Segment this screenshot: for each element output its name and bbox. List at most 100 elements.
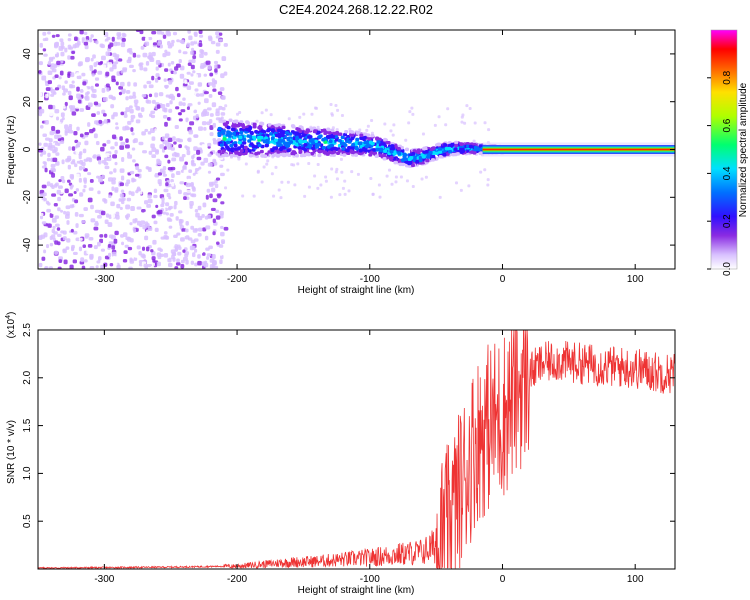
heatmap-cell bbox=[121, 32, 126, 37]
heatmap-cell bbox=[103, 157, 109, 161]
heatmap-cell bbox=[277, 132, 282, 137]
heatmap-cell bbox=[178, 118, 183, 122]
heatmap-cell bbox=[76, 93, 82, 99]
heatmap-cell bbox=[54, 183, 58, 188]
heatmap-cell bbox=[53, 202, 58, 207]
heatmap-cell bbox=[212, 88, 217, 92]
heatmap-cell bbox=[163, 253, 169, 258]
heatmap-cell bbox=[101, 64, 106, 69]
heatmap-cell bbox=[93, 101, 99, 106]
heatmap-cell bbox=[343, 132, 348, 137]
heatmap-cell bbox=[120, 189, 125, 193]
heatmap-cell bbox=[154, 92, 159, 98]
heatmap-cell bbox=[319, 183, 323, 187]
heatmap-cell bbox=[430, 158, 435, 162]
heatmap-cell bbox=[47, 152, 51, 158]
heatmap-cell bbox=[74, 42, 80, 48]
heatmap-cell bbox=[56, 227, 61, 231]
heatmap-cell bbox=[132, 218, 137, 224]
heatmap-cell bbox=[154, 77, 159, 83]
heatmap-cell bbox=[177, 138, 181, 142]
heatmap-cell bbox=[274, 123, 279, 128]
heatmap-cell bbox=[215, 209, 220, 214]
heatmap-cell bbox=[87, 122, 91, 127]
heatmap-cell bbox=[79, 108, 85, 112]
heatmap-cell bbox=[184, 161, 188, 166]
heatmap-cell bbox=[139, 30, 144, 35]
heatmap-cell bbox=[327, 131, 332, 135]
heatmap-cell bbox=[233, 147, 238, 151]
heatmap-cell bbox=[266, 127, 271, 132]
heatmap-cell bbox=[463, 121, 467, 125]
heatmap-cell bbox=[175, 216, 179, 221]
heatmap-cell bbox=[473, 121, 477, 125]
heatmap-cell bbox=[130, 241, 136, 245]
heatmap-cell bbox=[163, 78, 167, 82]
heatmap-cell bbox=[144, 128, 149, 133]
heatmap-cell bbox=[183, 196, 187, 200]
heatmap-cell bbox=[170, 60, 175, 65]
heatmap-cell bbox=[203, 91, 209, 95]
heatmap-cell bbox=[71, 80, 75, 84]
heatmap-cell bbox=[76, 126, 80, 131]
heatmap-cell bbox=[119, 81, 125, 87]
heatmap-cell bbox=[296, 162, 300, 166]
heatmap-cell bbox=[49, 111, 54, 116]
heatmap-cell bbox=[238, 135, 243, 140]
heatmap-cell bbox=[442, 152, 447, 157]
heatmap-cell bbox=[135, 119, 141, 124]
heatmap-cell bbox=[166, 117, 171, 121]
heatmap-cell bbox=[221, 107, 226, 111]
heatmap-cell bbox=[130, 206, 135, 211]
heatmap-cell bbox=[274, 153, 279, 157]
heatmap-cell bbox=[44, 37, 49, 41]
heatmap-cell bbox=[188, 59, 193, 63]
heatmap-cell bbox=[339, 141, 344, 146]
heatmap-cell bbox=[69, 264, 74, 269]
heatmap-cell bbox=[433, 123, 437, 127]
heatmap-cell bbox=[95, 83, 99, 87]
heatmap-cell bbox=[239, 127, 244, 132]
heatmap-cell bbox=[152, 239, 157, 245]
heatmap-cell bbox=[156, 30, 162, 35]
heatmap-cell bbox=[60, 112, 65, 118]
heatmap-cell bbox=[114, 161, 118, 166]
heatmap-cell bbox=[186, 150, 191, 156]
heatmap-cell bbox=[105, 153, 110, 158]
heatmap-cell bbox=[197, 260, 202, 266]
heatmap-cell bbox=[141, 36, 146, 41]
heatmap-cell bbox=[168, 108, 173, 113]
heatmap-cell bbox=[237, 140, 242, 145]
heatmap-cell bbox=[386, 140, 391, 145]
heatmap-cell bbox=[51, 217, 57, 223]
heatmap-cell bbox=[70, 217, 75, 221]
heatmap-cell bbox=[107, 243, 112, 248]
heatmap-cell bbox=[78, 237, 83, 241]
heatmap-cell bbox=[448, 149, 453, 154]
heatmap-cell bbox=[221, 149, 226, 153]
heatmap-cell bbox=[269, 132, 274, 136]
heatmap-cell bbox=[190, 225, 195, 230]
heatmap-cell bbox=[122, 126, 127, 131]
heatmap-cell bbox=[243, 151, 248, 155]
heatmap-cell bbox=[193, 74, 198, 79]
heatmap-cell bbox=[459, 150, 464, 154]
heatmap-cell bbox=[96, 260, 101, 264]
heatmap-cell bbox=[79, 30, 84, 35]
heatmap-cell bbox=[428, 151, 433, 155]
heatmap-cell bbox=[378, 195, 382, 199]
heatmap-cell bbox=[400, 162, 405, 167]
heatmap-cell bbox=[394, 175, 398, 179]
heatmap-cell bbox=[55, 161, 60, 166]
heatmap-cell bbox=[76, 86, 80, 92]
heatmap-cell bbox=[264, 108, 268, 112]
heatmap-cell bbox=[351, 143, 356, 147]
heatmap-cell bbox=[114, 262, 118, 266]
heatmap-cell bbox=[71, 244, 75, 249]
spectrogram-y-axis: -40 -20 0 20 40 bbox=[22, 48, 675, 252]
heatmap-cell bbox=[392, 151, 397, 156]
heatmap-cell bbox=[172, 136, 176, 141]
heatmap-cell bbox=[225, 133, 230, 137]
heatmap-cell bbox=[57, 233, 62, 237]
snr-background bbox=[38, 330, 675, 569]
